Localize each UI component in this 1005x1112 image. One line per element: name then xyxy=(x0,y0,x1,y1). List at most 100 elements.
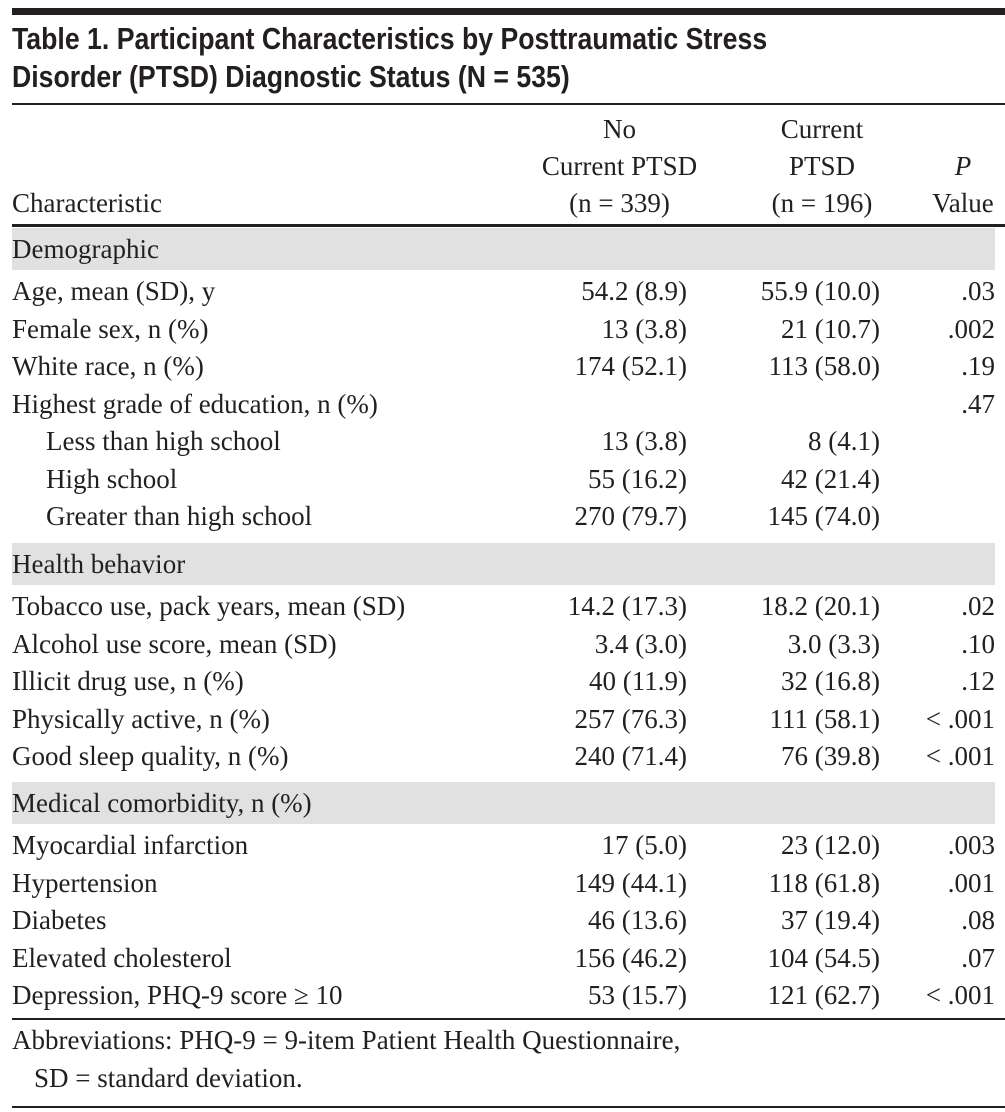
table-row: Female sex, n (%) 13 (3.8) 21 (10.7) .002 xyxy=(12,311,995,349)
cell-no-ptsd: 14.2 (17.3) xyxy=(567,591,687,621)
table-header: Characteristic No Current PTSD (n = 339)… xyxy=(12,112,995,222)
cell-no-ptsd: 40 (11.9) xyxy=(589,666,687,696)
cell-ptsd: 104 (54.5) xyxy=(767,942,880,973)
cell-p-value: .002 xyxy=(947,313,995,344)
cell-no-ptsd: 17 (5.0) xyxy=(601,830,687,860)
table-row: Elevated cholesterol 156 (46.2) 104 (54.5)… xyxy=(12,940,995,978)
cell-no-ptsd: 270 (79.7) xyxy=(574,501,687,531)
row-label: High school xyxy=(46,463,178,494)
cell-no-ptsd: 149 (44.1) xyxy=(574,867,687,898)
row-label: Myocardial infarction xyxy=(12,830,249,860)
header-text: (n = 196) xyxy=(771,188,873,218)
cell-ptsd: 23 (12.0) xyxy=(781,830,880,860)
table-row: Less than high school 13 (3.8) 8 (4.1) xyxy=(12,423,995,461)
cell-p-value: .03 xyxy=(961,276,995,306)
table-row: Physically active, n (%) 257 (76.3) 111 (5… xyxy=(12,701,995,739)
row-label: Tobacco use, pack years, mean (SD) xyxy=(12,591,406,621)
cell-ptsd: 42 (21.4) xyxy=(781,463,880,494)
cell-p-value: .07 xyxy=(961,942,995,973)
cell-no-ptsd: 54.2 (8.9) xyxy=(581,276,687,306)
footnote-line-1: Abbreviations: PHQ-9 = 9-item Patient He… xyxy=(12,1025,681,1055)
row-label: Illicit drug use, n (%) xyxy=(12,666,244,696)
table-row: Myocardial infarction 17 (5.0) 23 (12.0) .0… xyxy=(12,827,995,865)
cell-no-ptsd: 174 (52.1) xyxy=(574,351,687,381)
row-label: Diabetes xyxy=(12,905,107,935)
section-header: Health behavior xyxy=(12,543,995,585)
cell-p-value: .02 xyxy=(961,591,995,621)
cell-p-value: .003 xyxy=(947,830,995,860)
cell-ptsd: 21 (10.7) xyxy=(781,313,880,344)
row-label: Elevated cholesterol xyxy=(12,942,232,973)
cell-p-value: .001 xyxy=(947,867,995,898)
cell-ptsd: 113 (58.0) xyxy=(768,351,880,381)
cell-p-value: .47 xyxy=(961,388,995,419)
table-row: Alcohol use score, mean (SD) 3.4 (3.0) 3.0… xyxy=(12,626,995,664)
header-text: Current xyxy=(780,114,864,144)
cell-ptsd: 37 (19.4) xyxy=(781,905,880,935)
cell-p-value: .19 xyxy=(961,351,995,381)
header-rule xyxy=(12,224,1005,227)
row-label: Greater than high school xyxy=(46,501,313,531)
header-characteristic: Characteristic xyxy=(12,188,162,218)
header-text: Current PTSD xyxy=(541,151,698,181)
title-line-2: Disorder (PTSD) Diagnostic Status (N = 5… xyxy=(12,59,570,94)
cell-ptsd: 145 (74.0) xyxy=(767,501,880,531)
table-row: Depression, PHQ-9 score ≥ 10 53 (15.7) 121… xyxy=(12,977,995,1015)
table-row: Diabetes 46 (13.6) 37 (19.4) .08 xyxy=(12,902,995,940)
table-row: High school 55 (16.2) 42 (21.4) xyxy=(12,461,995,499)
row-label: Female sex, n (%) xyxy=(12,313,209,344)
footnote-line-2: SD = standard deviation. xyxy=(34,1063,303,1093)
cell-ptsd: 3.0 (3.3) xyxy=(787,628,880,659)
cell-p-value: .08 xyxy=(961,905,995,935)
row-label: Age, mean (SD), y xyxy=(12,276,216,306)
cell-p-value: .10 xyxy=(961,628,995,659)
cell-no-ptsd: 13 (3.8) xyxy=(601,313,687,344)
header-text: Value xyxy=(932,188,994,218)
cell-p-value: .12 xyxy=(961,666,995,696)
cell-ptsd: 111 (58.1) xyxy=(769,703,880,734)
table-row: Greater than high school 270 (79.7) 145 (7… xyxy=(12,498,995,536)
cell-no-ptsd: 46 (13.6) xyxy=(588,905,687,935)
footnote: Abbreviations: PHQ-9 = 9-item Patient He… xyxy=(12,1021,680,1097)
row-label: Less than high school xyxy=(46,426,281,456)
cell-ptsd: 8 (4.1) xyxy=(808,426,880,456)
header-p-value: P Value xyxy=(923,148,1003,222)
cell-no-ptsd: 53 (15.7) xyxy=(588,980,687,1010)
row-label: Physically active, n (%) xyxy=(12,703,270,734)
row-label: Hypertension xyxy=(12,867,158,898)
row-label: Alcohol use score, mean (SD) xyxy=(12,628,337,659)
cell-no-ptsd: 55 (16.2) xyxy=(588,463,687,494)
cell-ptsd: 32 (16.8) xyxy=(781,666,880,696)
table-row: Good sleep quality, n (%) 240 (71.4) 76 (3… xyxy=(12,738,995,776)
cell-ptsd: 55.9 (10.0) xyxy=(760,276,880,306)
table-row: Illicit drug use, n (%) 40 (11.9) 32 (16.8… xyxy=(12,663,995,701)
cell-no-ptsd: 3.4 (3.0) xyxy=(594,628,687,659)
row-label: Highest grade of education, n (%) xyxy=(12,388,378,419)
cell-no-ptsd: 257 (76.3) xyxy=(574,703,687,734)
cell-ptsd: 118 (61.8) xyxy=(768,867,880,898)
cell-ptsd: 76 (39.8) xyxy=(781,741,880,771)
title-rule xyxy=(12,103,1005,105)
table-bottom-rule xyxy=(12,1018,1005,1020)
table-row: Tobacco use, pack years, mean (SD) 14.2 (… xyxy=(12,588,995,626)
row-label: Good sleep quality, n (%) xyxy=(12,741,289,771)
row-label: White race, n (%) xyxy=(12,351,204,381)
header-text: P xyxy=(954,151,972,181)
cell-p-value: < .001 xyxy=(925,703,995,734)
row-label: Depression, PHQ-9 score ≥ 10 xyxy=(12,980,343,1010)
table-title: Table 1. Participant Characteristics by … xyxy=(12,20,767,96)
cell-no-ptsd: 156 (46.2) xyxy=(574,942,687,973)
section-header: Demographic xyxy=(12,228,995,270)
table-row: Age, mean (SD), y 54.2 (8.9) 55.9 (10.0) .0… xyxy=(12,273,995,311)
cell-no-ptsd: 13 (3.8) xyxy=(601,426,687,456)
header-text: PTSD xyxy=(788,151,856,181)
cell-p-value: < .001 xyxy=(925,980,995,1010)
top-rule xyxy=(12,8,1005,15)
header-ptsd: Current PTSD (n = 196) xyxy=(747,111,897,222)
section-header: Medical comorbidity, n (%) xyxy=(12,782,995,824)
cell-p-value: < .001 xyxy=(925,741,995,771)
table-row: White race, n (%) 174 (52.1) 113 (58.0) .19 xyxy=(12,348,995,386)
title-line-1: Table 1. Participant Characteristics by … xyxy=(12,21,768,56)
cell-ptsd: 18.2 (20.1) xyxy=(760,591,880,621)
header-no-ptsd: No Current PTSD (n = 339) xyxy=(512,111,727,222)
